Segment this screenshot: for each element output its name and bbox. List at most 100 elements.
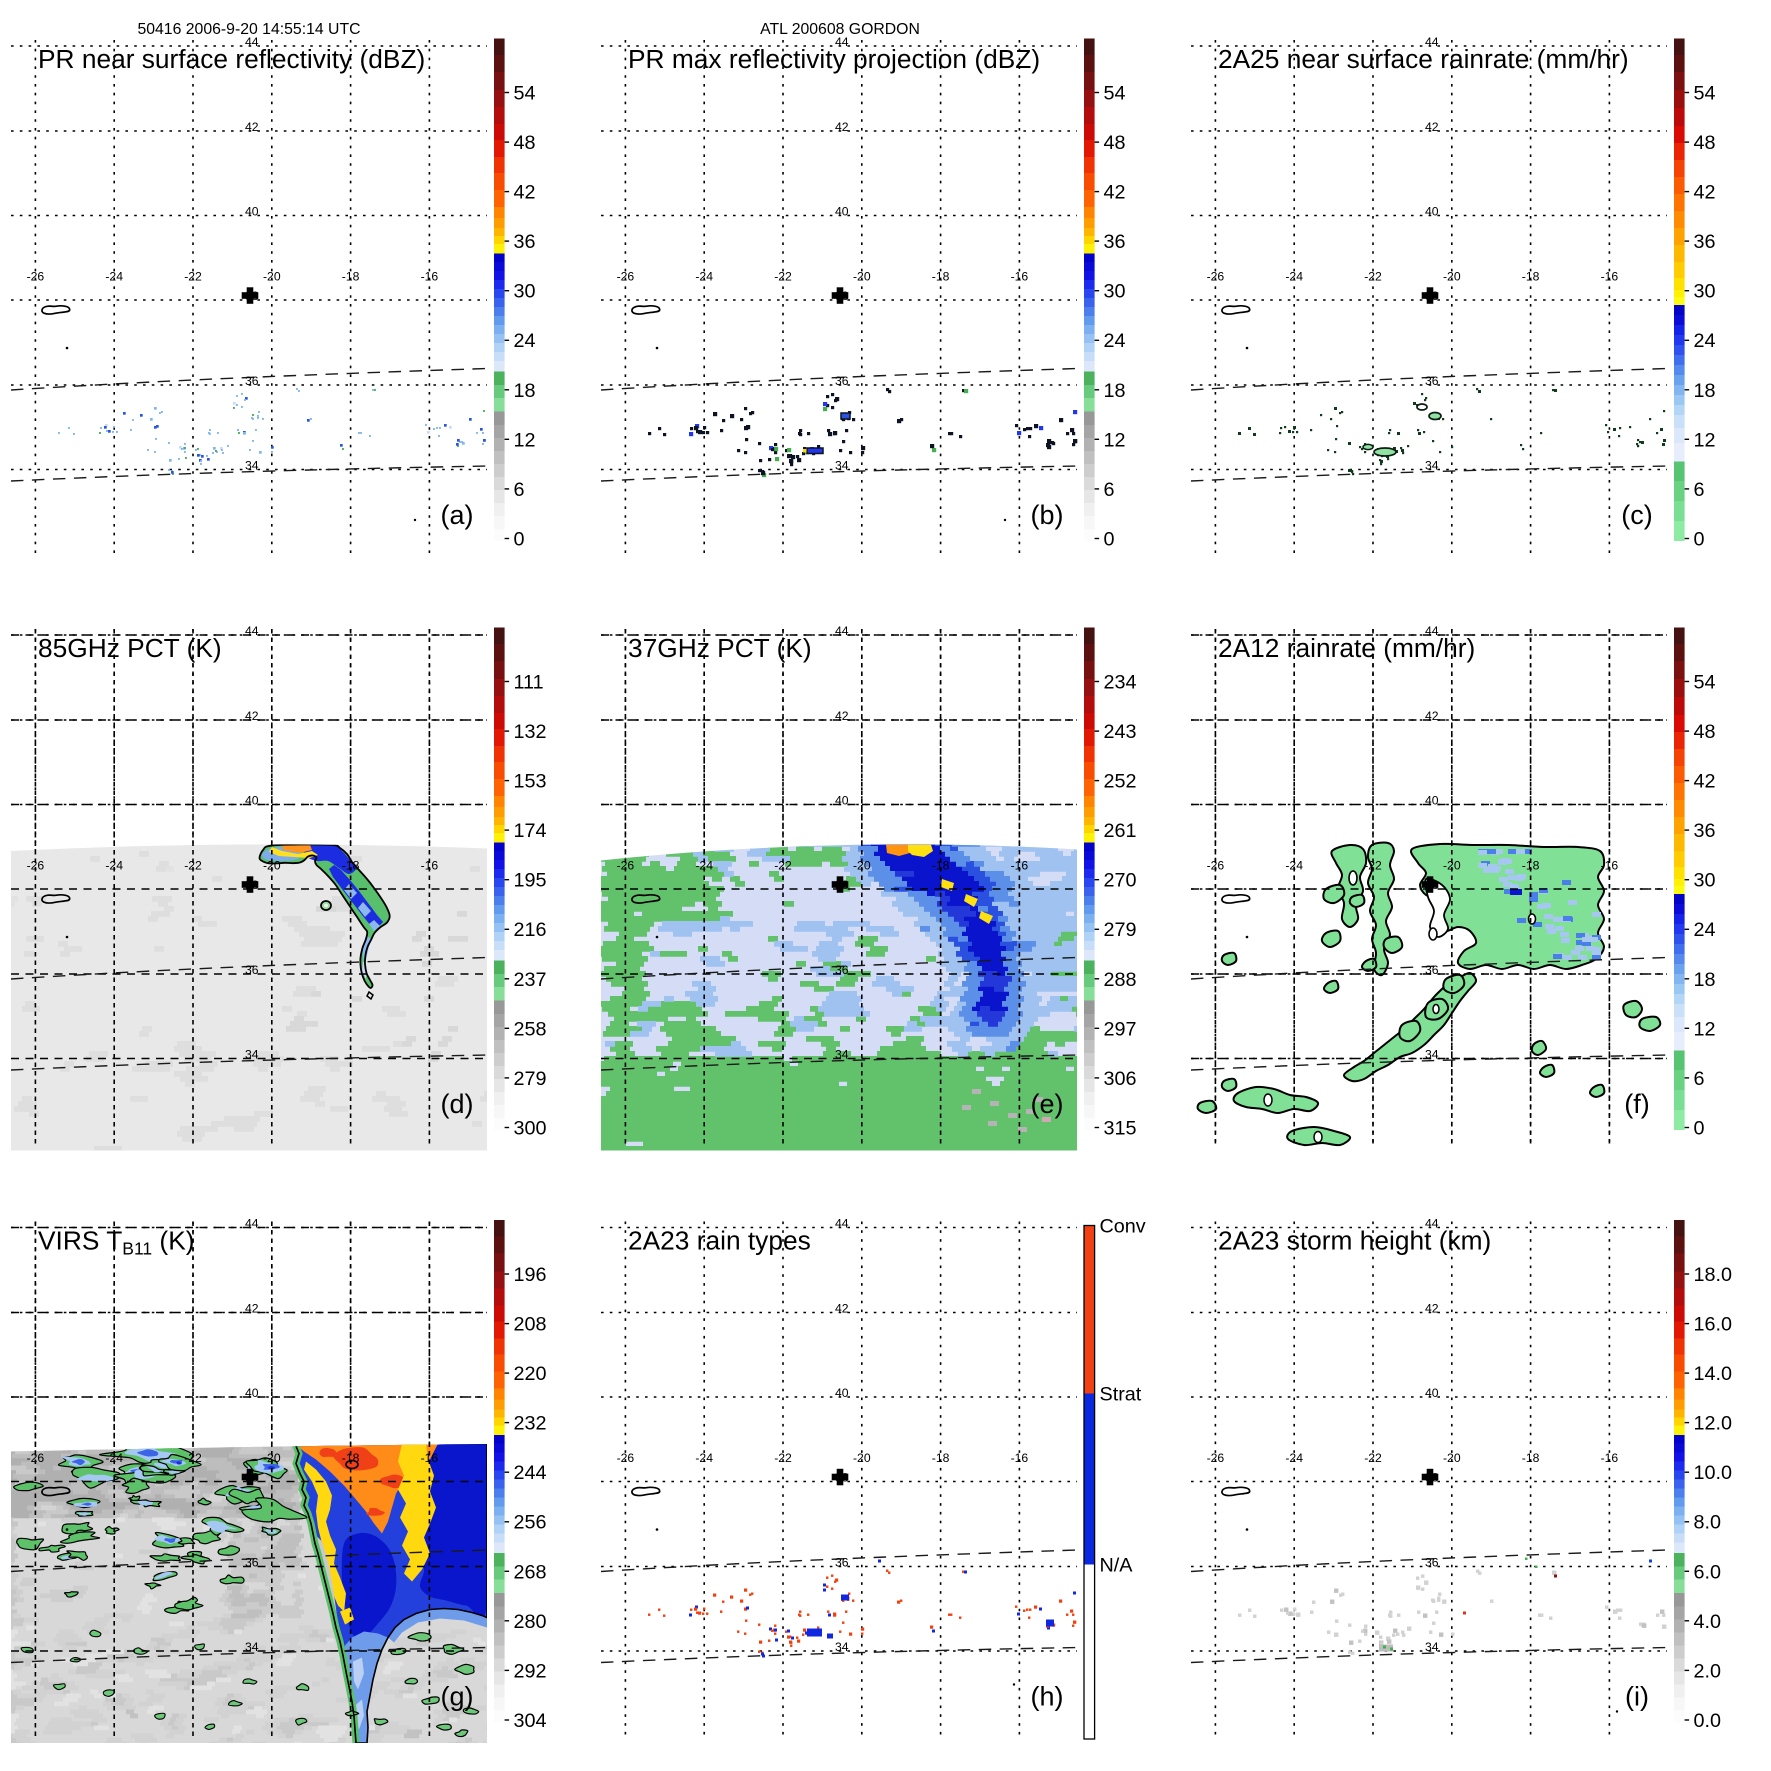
svg-text:6: 6 (514, 479, 525, 501)
svg-text:237: 237 (514, 969, 547, 991)
svg-text:10.0: 10.0 (1694, 1462, 1733, 1484)
svg-text:-16: -16 (421, 859, 439, 873)
svg-text:18.0: 18.0 (1694, 1264, 1733, 1286)
svg-text:-18: -18 (932, 1451, 950, 1465)
svg-text:-26: -26 (1207, 1451, 1225, 1465)
svg-text:44: 44 (835, 35, 849, 49)
svg-text:85GHz PCT (K): 85GHz PCT (K) (38, 633, 222, 663)
svg-text:-22: -22 (774, 1451, 792, 1465)
svg-text:42: 42 (1425, 120, 1439, 134)
svg-text:234: 234 (1104, 672, 1137, 694)
svg-text:PR near surface reflectivity (: PR near surface reflectivity (dBZ) (38, 44, 425, 74)
svg-text:34: 34 (245, 1640, 259, 1654)
svg-text:40: 40 (1425, 205, 1439, 219)
svg-text:(h): (h) (1031, 1682, 1064, 1712)
svg-text:N/A: N/A (1100, 1555, 1134, 1577)
svg-text:40: 40 (245, 794, 259, 808)
svg-text:42: 42 (514, 182, 536, 204)
svg-text:-22: -22 (1364, 859, 1382, 873)
svg-text:42: 42 (1425, 709, 1439, 723)
svg-text:0: 0 (1694, 1118, 1705, 1140)
svg-text:-20: -20 (1443, 1451, 1461, 1465)
svg-text:48: 48 (514, 132, 536, 154)
svg-text:Strat: Strat (1100, 1384, 1142, 1406)
svg-text:12.0: 12.0 (1694, 1413, 1733, 1435)
svg-text:-18: -18 (342, 1451, 360, 1465)
svg-text:42: 42 (835, 1302, 849, 1316)
svg-text:-24: -24 (105, 1451, 123, 1465)
svg-text:2A12 rainrate (mm/hr): 2A12 rainrate (mm/hr) (1218, 633, 1475, 663)
svg-text:-20: -20 (263, 270, 281, 284)
svg-text:ATL 200608 GORDON: ATL 200608 GORDON (760, 21, 920, 38)
svg-text:-22: -22 (774, 859, 792, 873)
svg-text:306: 306 (1104, 1068, 1137, 1090)
svg-text:153: 153 (514, 771, 547, 793)
svg-text:243: 243 (1104, 721, 1137, 743)
svg-text:PR max reflectivity projection: PR max reflectivity projection (dBZ) (628, 44, 1040, 74)
svg-text:-20: -20 (1443, 270, 1461, 284)
svg-text:270: 270 (1104, 870, 1137, 892)
svg-text:220: 220 (514, 1363, 547, 1385)
svg-text:24: 24 (1104, 330, 1126, 352)
svg-text:(g): (g) (441, 1682, 474, 1712)
svg-text:-20: -20 (263, 859, 281, 873)
svg-text:12: 12 (1694, 1018, 1716, 1040)
svg-text:40: 40 (835, 1386, 849, 1400)
svg-text:36: 36 (835, 963, 849, 977)
svg-text:44: 44 (835, 1217, 849, 1231)
svg-text:44: 44 (245, 624, 259, 638)
svg-text:36: 36 (835, 1556, 849, 1570)
svg-text:16.0: 16.0 (1694, 1314, 1733, 1336)
svg-text:34: 34 (245, 459, 259, 473)
svg-text:42: 42 (1694, 771, 1716, 793)
svg-text:-24: -24 (1285, 859, 1303, 873)
svg-text:315: 315 (1104, 1118, 1137, 1140)
svg-text:50416 2006-9-20 14:55:14 UTC: 50416 2006-9-20 14:55:14 UTC (137, 21, 360, 38)
svg-text:12: 12 (1104, 429, 1126, 451)
svg-text:42: 42 (1694, 182, 1716, 204)
svg-text:42: 42 (245, 1302, 259, 1316)
svg-text:-18: -18 (342, 859, 360, 873)
svg-text:288: 288 (1104, 969, 1137, 991)
svg-text:8.0: 8.0 (1694, 1512, 1722, 1534)
svg-text:(b): (b) (1031, 500, 1064, 530)
svg-text:44: 44 (835, 624, 849, 638)
svg-text:0: 0 (1104, 529, 1115, 551)
svg-text:-24: -24 (1285, 1451, 1303, 1465)
svg-text:34: 34 (1425, 459, 1439, 473)
svg-text:-22: -22 (774, 270, 792, 284)
svg-text:24: 24 (1694, 330, 1716, 352)
svg-text:-18: -18 (932, 859, 950, 873)
svg-text:2.0: 2.0 (1694, 1660, 1722, 1682)
svg-text:34: 34 (835, 1640, 849, 1654)
svg-text:208: 208 (514, 1314, 547, 1336)
svg-text:40: 40 (245, 205, 259, 219)
svg-text:-18: -18 (1522, 1451, 1540, 1465)
svg-text:Conv: Conv (1100, 1216, 1146, 1238)
svg-text:36: 36 (1425, 374, 1439, 388)
svg-text:0.0: 0.0 (1694, 1710, 1722, 1732)
svg-text:(c): (c) (1621, 500, 1652, 530)
svg-text:24: 24 (514, 330, 536, 352)
svg-text:-26: -26 (617, 1451, 635, 1465)
svg-text:-22: -22 (1364, 270, 1382, 284)
svg-text:-26: -26 (27, 1451, 45, 1465)
svg-text:(a): (a) (441, 500, 474, 530)
svg-text:-26: -26 (27, 859, 45, 873)
svg-text:-24: -24 (695, 1451, 713, 1465)
svg-text:34: 34 (835, 1048, 849, 1062)
svg-text:36: 36 (1694, 231, 1716, 253)
svg-text:-22: -22 (184, 1451, 202, 1465)
svg-text:-24: -24 (1285, 270, 1303, 284)
svg-text:-26: -26 (1207, 270, 1225, 284)
svg-text:232: 232 (514, 1413, 547, 1435)
svg-text:297: 297 (1104, 1018, 1137, 1040)
svg-text:-16: -16 (1011, 1451, 1029, 1465)
svg-text:-22: -22 (184, 859, 202, 873)
svg-text:VIRS TB11 (K): VIRS TB11 (K) (38, 1226, 195, 1259)
svg-text:256: 256 (514, 1512, 547, 1534)
svg-text:36: 36 (835, 374, 849, 388)
svg-text:42: 42 (835, 120, 849, 134)
svg-text:12: 12 (1694, 429, 1716, 451)
svg-text:132: 132 (514, 721, 547, 743)
